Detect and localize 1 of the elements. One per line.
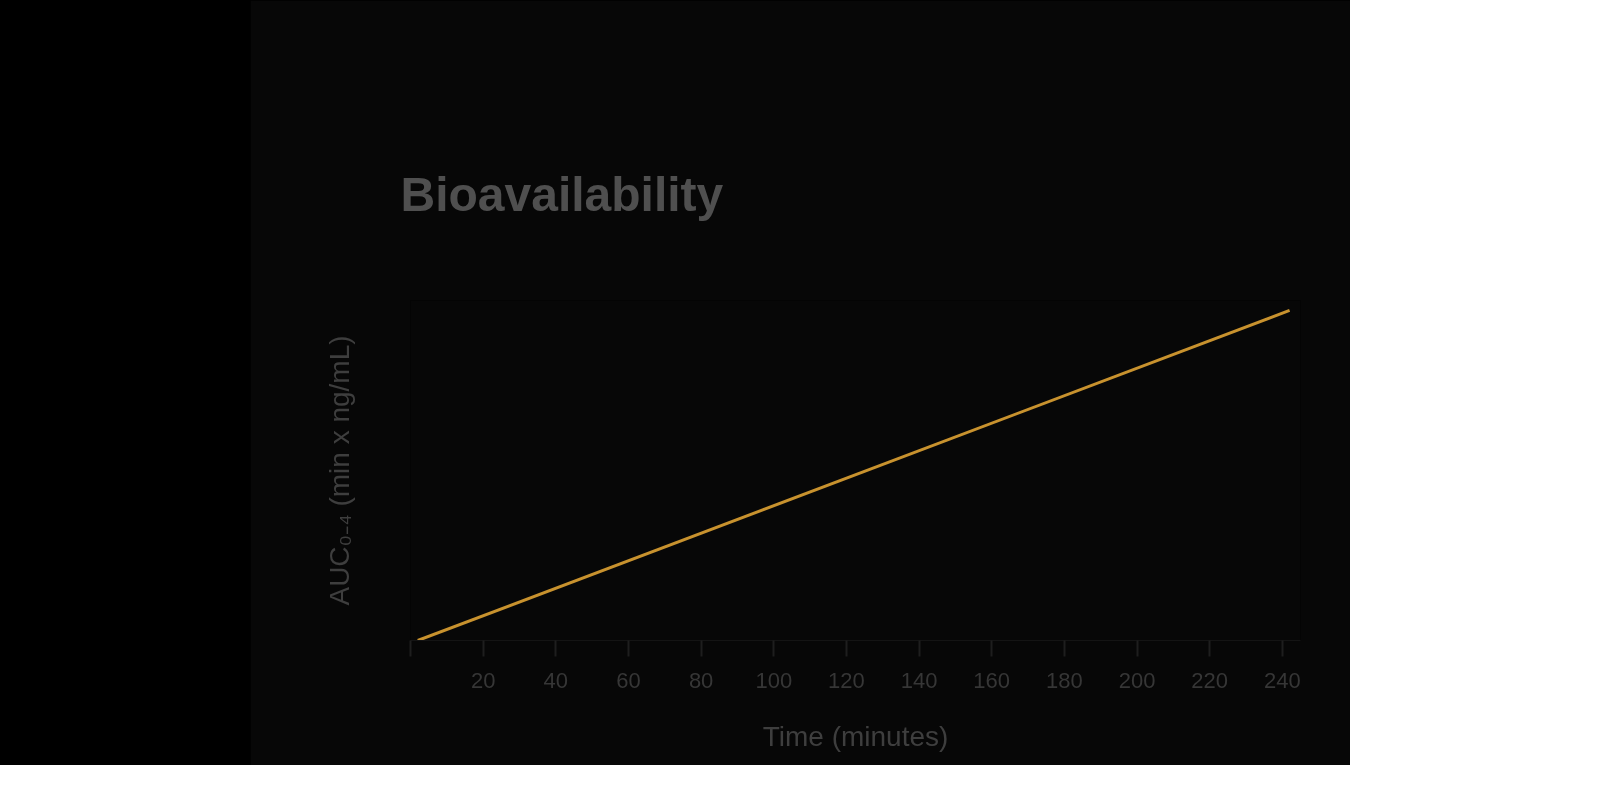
chart-title: Bioavailability <box>400 167 724 221</box>
